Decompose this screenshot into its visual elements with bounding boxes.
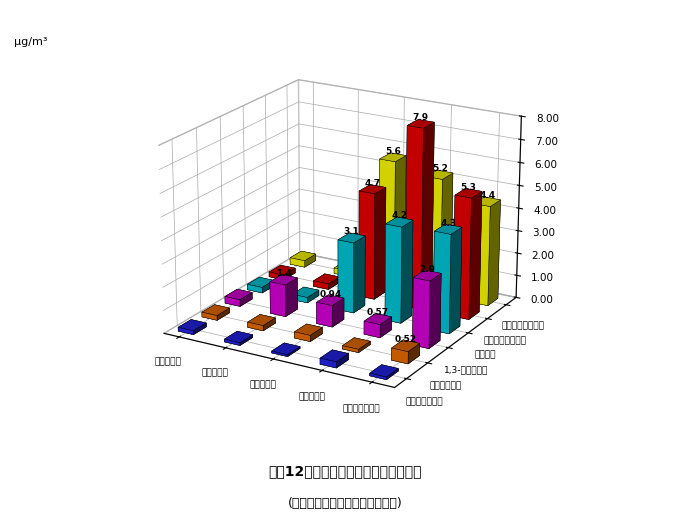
Text: (非有機塗素系揮発性有機化合物): (非有機塗素系揮発性有機化合物) [288,497,402,510]
Text: μg/m³: μg/m³ [14,37,48,47]
Text: 平成12年度有害大気汚染物質年平均値: 平成12年度有害大気汚染物質年平均値 [268,464,422,478]
